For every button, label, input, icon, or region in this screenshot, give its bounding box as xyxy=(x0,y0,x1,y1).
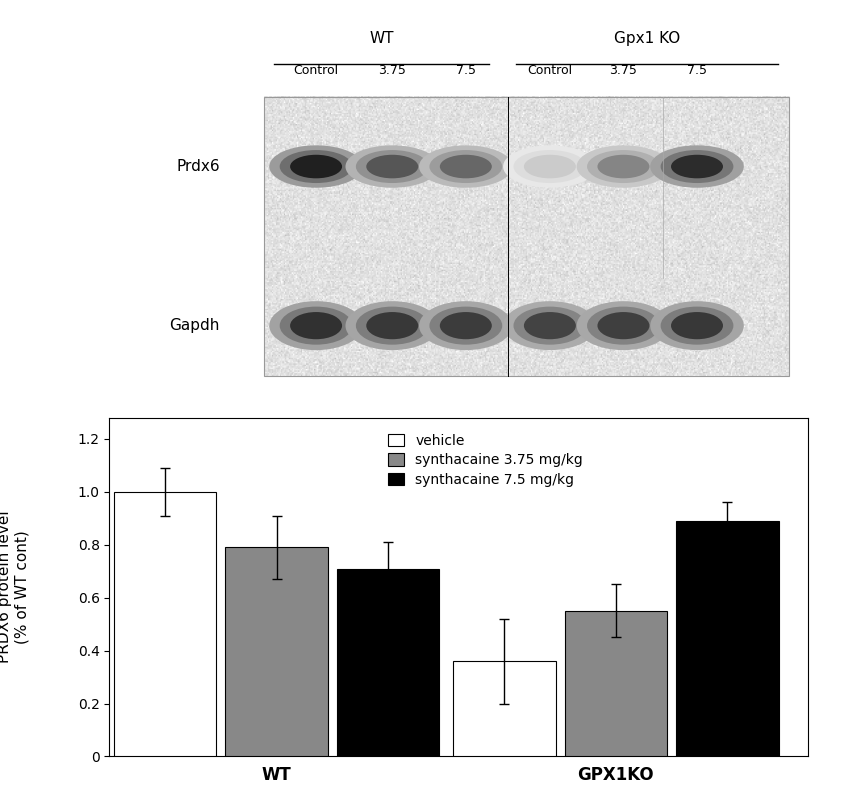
Bar xyxy=(453,661,556,756)
Ellipse shape xyxy=(419,301,513,350)
Bar xyxy=(676,521,779,756)
Ellipse shape xyxy=(280,150,353,183)
Ellipse shape xyxy=(671,312,723,339)
Ellipse shape xyxy=(650,145,743,188)
Bar xyxy=(226,548,328,756)
Ellipse shape xyxy=(514,307,586,344)
Text: 3.75: 3.75 xyxy=(378,64,406,77)
Ellipse shape xyxy=(577,301,670,350)
Text: WT: WT xyxy=(370,31,394,46)
Text: Prdx6: Prdx6 xyxy=(176,159,220,174)
Bar xyxy=(264,97,789,376)
Ellipse shape xyxy=(345,301,439,350)
Ellipse shape xyxy=(504,145,597,188)
Ellipse shape xyxy=(269,145,363,188)
Ellipse shape xyxy=(587,307,660,344)
Ellipse shape xyxy=(429,150,502,183)
Ellipse shape xyxy=(440,312,492,339)
Ellipse shape xyxy=(577,145,670,188)
Ellipse shape xyxy=(587,150,660,183)
Ellipse shape xyxy=(671,154,723,178)
Ellipse shape xyxy=(366,154,418,178)
Bar xyxy=(565,611,667,756)
Ellipse shape xyxy=(661,150,733,183)
Y-axis label: PRDX6 protein level
(% of WT cont): PRDX6 protein level (% of WT cont) xyxy=(0,511,29,663)
Bar xyxy=(114,492,216,756)
Ellipse shape xyxy=(514,150,586,183)
Text: Gpx1 KO: Gpx1 KO xyxy=(614,31,680,46)
Ellipse shape xyxy=(429,307,502,344)
Ellipse shape xyxy=(524,154,576,178)
Ellipse shape xyxy=(356,150,429,183)
Ellipse shape xyxy=(290,312,342,339)
Text: Gapdh: Gapdh xyxy=(169,318,220,333)
Ellipse shape xyxy=(269,301,363,350)
Ellipse shape xyxy=(598,154,649,178)
Text: 7.5: 7.5 xyxy=(456,64,476,77)
Text: Control: Control xyxy=(527,64,573,77)
Ellipse shape xyxy=(290,154,342,178)
Ellipse shape xyxy=(280,307,353,344)
Ellipse shape xyxy=(366,312,418,339)
Ellipse shape xyxy=(440,154,492,178)
Ellipse shape xyxy=(504,301,597,350)
Text: 3.75: 3.75 xyxy=(610,64,637,77)
Ellipse shape xyxy=(598,312,649,339)
Ellipse shape xyxy=(345,145,439,188)
Legend: vehicle, synthacaine 3.75 mg/kg, synthacaine 7.5 mg/kg: vehicle, synthacaine 3.75 mg/kg, synthac… xyxy=(382,428,589,492)
Bar xyxy=(337,568,440,756)
Ellipse shape xyxy=(419,145,513,188)
Ellipse shape xyxy=(661,307,733,344)
Ellipse shape xyxy=(356,307,429,344)
Text: Control: Control xyxy=(294,64,338,77)
Text: 7.5: 7.5 xyxy=(687,64,707,77)
Ellipse shape xyxy=(650,301,743,350)
Ellipse shape xyxy=(524,312,576,339)
